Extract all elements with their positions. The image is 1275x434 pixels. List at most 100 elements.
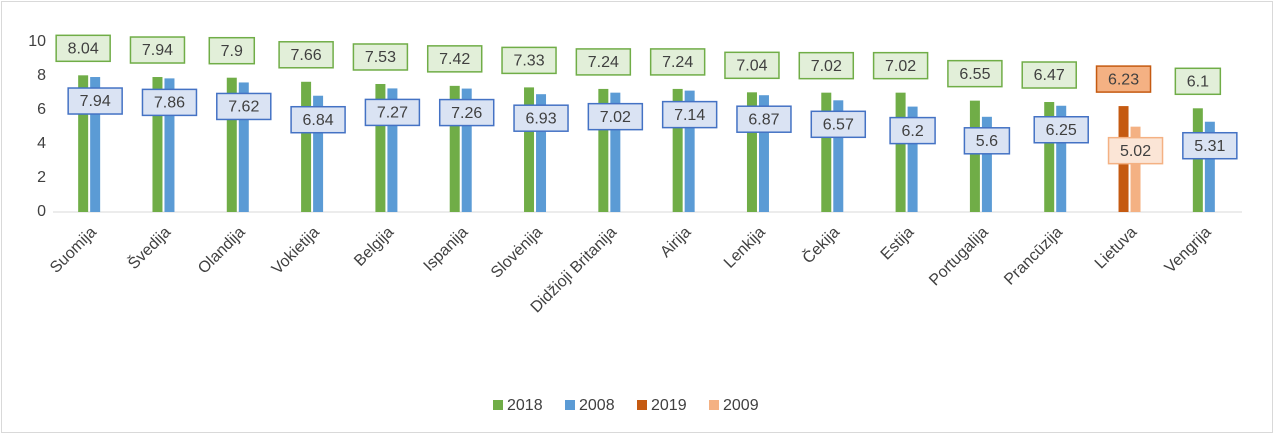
y-tick-label: 8 <box>37 67 46 84</box>
legend-label: 2019 <box>651 397 687 414</box>
legend-swatch <box>493 400 503 410</box>
data-label: 6.93 <box>525 110 556 127</box>
bar <box>969 100 980 212</box>
data-label-box <box>426 45 483 73</box>
bar <box>313 95 324 212</box>
data-label: 7.94 <box>142 42 173 59</box>
data-label-box <box>1107 136 1164 165</box>
data-label: 6.47 <box>1034 67 1065 84</box>
data-label: 7.86 <box>154 95 185 112</box>
data-label-box <box>208 36 256 65</box>
y-tick-label: 0 <box>37 203 46 220</box>
data-label-box <box>736 105 792 133</box>
bar <box>226 77 237 212</box>
bar <box>536 94 547 212</box>
data-label-box <box>1095 65 1152 93</box>
bar <box>672 88 683 212</box>
bar <box>164 78 175 212</box>
data-label: 7.14 <box>674 107 705 124</box>
data-label-box <box>55 34 111 63</box>
bar <box>1192 108 1203 212</box>
data-label: 6.25 <box>1046 122 1077 139</box>
bar <box>152 77 163 213</box>
data-label-box <box>810 110 867 139</box>
y-tick-label: 6 <box>37 101 46 118</box>
data-label: 7.9 <box>221 43 243 60</box>
bar <box>833 100 844 212</box>
data-label: 6.55 <box>959 66 990 83</box>
data-label: 7.27 <box>377 105 408 122</box>
bar <box>821 92 832 212</box>
data-label: 7.53 <box>365 49 396 66</box>
data-label: 6.87 <box>748 111 779 128</box>
data-label: 7.02 <box>811 58 842 75</box>
data-label: 7.24 <box>588 54 619 71</box>
data-label: 7.02 <box>600 109 631 126</box>
data-label-box <box>587 102 644 131</box>
bar <box>1056 105 1067 212</box>
legend-label: 2008 <box>579 397 615 414</box>
bar <box>449 85 460 212</box>
data-label: 7.24 <box>662 54 693 71</box>
bar <box>758 95 769 212</box>
legend-swatch <box>565 400 575 410</box>
bar <box>610 92 621 212</box>
bar <box>238 82 249 213</box>
y-tick-label: 2 <box>37 169 46 186</box>
data-label-box <box>1174 67 1222 96</box>
data-label-box <box>1033 116 1089 144</box>
data-label: 8.04 <box>68 41 99 58</box>
bar <box>301 81 312 212</box>
data-label: 7.66 <box>291 47 322 64</box>
bar <box>895 92 906 212</box>
data-label-box <box>649 48 706 76</box>
data-label: 5.02 <box>1120 143 1151 160</box>
bar <box>1204 121 1215 212</box>
data-label: 7.33 <box>513 53 544 70</box>
bar <box>90 77 101 213</box>
data-label-box <box>216 92 272 121</box>
data-label-box <box>724 51 780 80</box>
bar <box>387 88 398 212</box>
data-label-box <box>1182 131 1238 160</box>
data-label-box <box>872 51 929 80</box>
data-label-box <box>129 36 186 64</box>
legend-label: 2009 <box>723 397 759 414</box>
data-label-box <box>661 100 718 129</box>
data-label: 6.84 <box>303 112 334 129</box>
data-label-box <box>352 43 409 71</box>
data-label-box <box>889 116 936 145</box>
data-label: 7.26 <box>451 105 482 122</box>
data-label: 7.02 <box>885 58 916 75</box>
data-label-box <box>290 105 346 134</box>
bar <box>746 92 757 212</box>
bar <box>78 75 89 212</box>
bar <box>598 88 609 212</box>
data-label-box <box>141 88 198 117</box>
data-label: 6.1 <box>1187 74 1209 91</box>
y-tick-label: 10 <box>28 33 46 50</box>
legend-swatch <box>637 400 647 410</box>
data-label-box <box>278 41 334 69</box>
data-label-box <box>1021 61 1077 89</box>
data-label-box <box>513 104 569 132</box>
bar <box>524 87 535 212</box>
bar <box>461 88 472 212</box>
data-label-box <box>947 59 1003 88</box>
legend-label: 2018 <box>507 397 543 414</box>
bar <box>375 83 386 213</box>
data-label-box <box>798 51 855 80</box>
bar <box>907 106 918 212</box>
data-label-box <box>501 46 557 75</box>
data-label: 6.2 <box>901 123 923 140</box>
bar <box>1130 126 1141 212</box>
data-label-box <box>575 48 632 76</box>
bar <box>981 116 992 212</box>
data-label: 6.57 <box>823 117 854 134</box>
data-label: 7.42 <box>439 51 470 68</box>
y-tick-label: 4 <box>37 135 46 152</box>
data-label-box <box>963 127 1011 155</box>
data-label-box <box>438 98 495 127</box>
